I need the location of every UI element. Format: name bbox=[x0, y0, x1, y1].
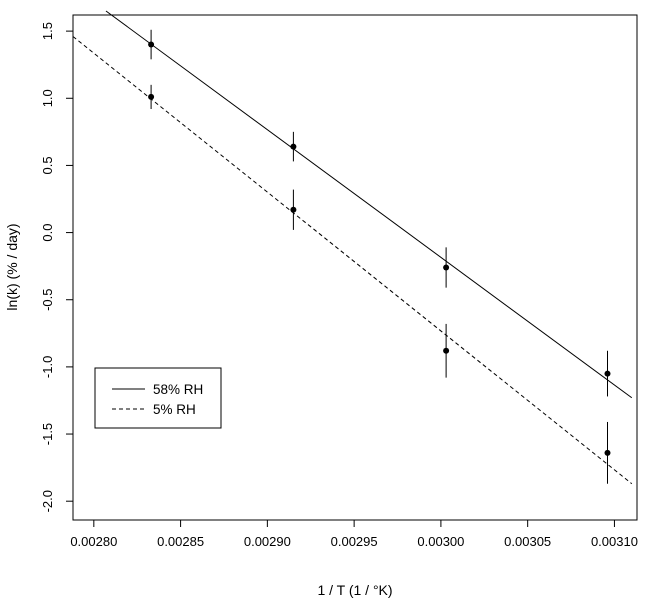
legend-box bbox=[94, 367, 222, 429]
y-tick-label: -2.0 bbox=[40, 490, 55, 512]
data-point-58rh bbox=[290, 143, 297, 150]
data-point-58rh bbox=[443, 264, 450, 271]
y-axis-title: ln(k) (% / day) bbox=[4, 223, 20, 310]
legend-label-58rh: 58% RH bbox=[153, 382, 203, 397]
data-point-58rh bbox=[148, 41, 155, 48]
data-point-5rh bbox=[604, 449, 611, 456]
data-point-58rh bbox=[604, 370, 611, 377]
legend: 58% RH 5% RH bbox=[94, 367, 222, 429]
x-tick-label: 0.00280 bbox=[70, 534, 117, 549]
fit-lines bbox=[72, 10, 633, 485]
x-tick-label: 0.00300 bbox=[417, 534, 464, 549]
x-tick-label: 0.00290 bbox=[244, 534, 291, 549]
y-tick-label: -0.5 bbox=[40, 289, 55, 311]
data-points bbox=[148, 41, 611, 456]
fit-line-58rh bbox=[105, 10, 633, 399]
data-point-5rh bbox=[290, 206, 297, 213]
y-tick-label: 0.0 bbox=[40, 224, 55, 242]
y-tick-label: -1.0 bbox=[40, 356, 55, 378]
x-axis-title: 1 / T (1 / °K) bbox=[317, 582, 392, 598]
x-tick-label: 0.00295 bbox=[331, 534, 378, 549]
x-tick-label: 0.00310 bbox=[591, 534, 638, 549]
x-axis: 0.00280 0.00285 0.00290 0.00295 0.00300 0.003… bbox=[70, 520, 638, 549]
y-tick-label: 0.5 bbox=[40, 156, 55, 174]
y-tick-label: -1.5 bbox=[40, 423, 55, 445]
fit-line-5rh bbox=[72, 36, 633, 485]
y-tick-label: 1.0 bbox=[40, 89, 55, 107]
y-axis: 1.5 1.0 0.5 0.0 -0.5 -1.0 -1.5 -2.0 bbox=[40, 22, 73, 512]
plot-frame bbox=[72, 14, 638, 521]
y-tick-label: 1.5 bbox=[40, 22, 55, 40]
data-point-5rh bbox=[443, 347, 450, 354]
legend-label-5rh: 5% RH bbox=[153, 402, 196, 417]
x-tick-label: 0.00305 bbox=[504, 534, 551, 549]
x-tick-label: 0.00285 bbox=[157, 534, 204, 549]
data-point-5rh bbox=[148, 93, 155, 100]
